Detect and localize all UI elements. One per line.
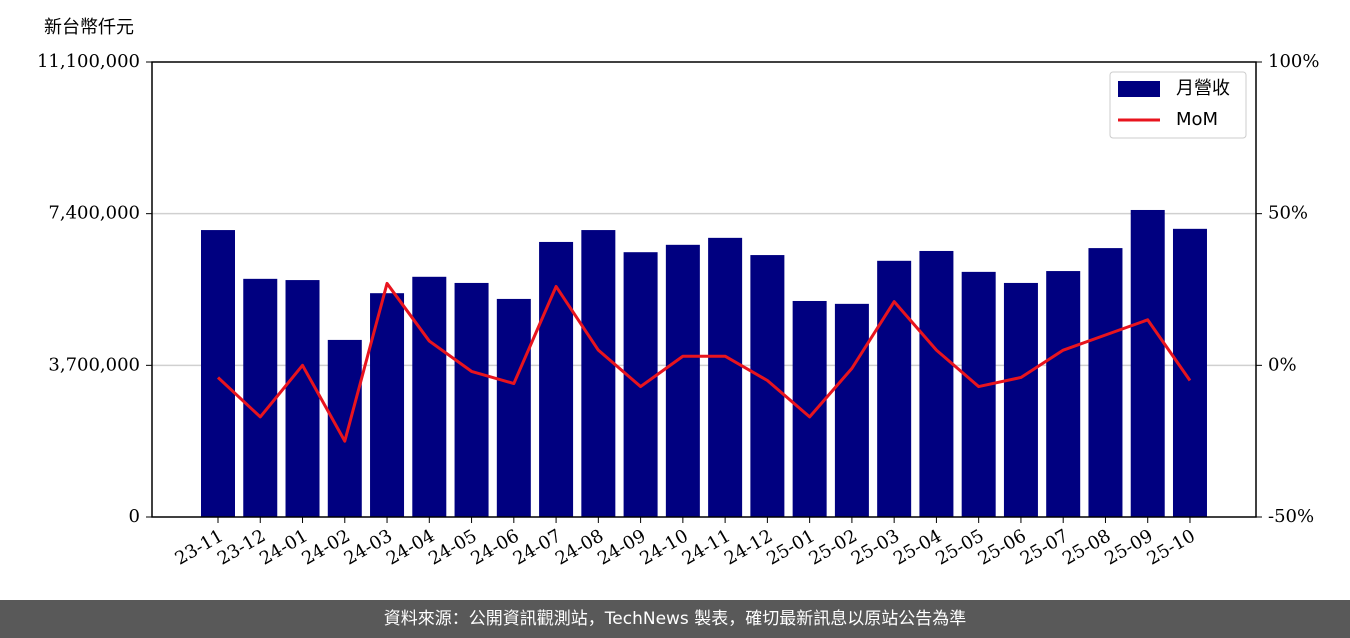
bar: [201, 230, 235, 518]
chart: 新台幣仟元 0 3,700,000 7,400,000 11,100,000 -50% 0…: [37, 17, 1320, 570]
bar: [1088, 248, 1123, 517]
plot-frame: [151, 61, 1257, 518]
x-tick-label: 25-10: [1144, 525, 1199, 569]
bar: [708, 237, 743, 517]
bar: [454, 282, 489, 517]
bar: [792, 300, 827, 517]
bar: [327, 339, 362, 517]
bar: [285, 280, 320, 517]
y-axis-label: 新台幣仟元: [44, 17, 134, 38]
legend-label: MoM: [1176, 109, 1218, 130]
y2-tick-label: 0%: [1268, 354, 1297, 375]
y-tick-label: 0: [129, 506, 140, 527]
mom-line: [216, 281, 1192, 443]
bar: [412, 276, 447, 517]
bar: [1046, 271, 1081, 517]
bar: [834, 303, 869, 517]
legend-label: 月營收: [1176, 78, 1230, 99]
bar: [243, 278, 278, 517]
y-tick-label: 7,400,000: [48, 203, 140, 224]
y2-tick-label: 100%: [1268, 51, 1319, 72]
bar: [539, 241, 574, 518]
bar: [665, 244, 700, 517]
y2-tick-label: 50%: [1268, 203, 1308, 224]
bar: [919, 250, 954, 517]
y2-tick-label: -50%: [1268, 506, 1314, 527]
bar: [1003, 282, 1038, 517]
bar: [961, 271, 996, 517]
bar: [750, 255, 785, 517]
y-tick-label: 3,700,000: [48, 354, 140, 375]
legend: 月營收 MoM: [1109, 71, 1247, 139]
bar: [496, 298, 531, 517]
bar: [1172, 228, 1207, 518]
legend-swatch: [1118, 81, 1160, 97]
y-tick-label: 11,100,000: [37, 51, 140, 72]
bar: [1130, 209, 1165, 517]
footer: 資料來源：公開資訊觀測站，TechNews 製表，確切最新訊息以原站公告為準: [0, 600, 1350, 638]
bar: [581, 230, 616, 518]
bar: [877, 260, 912, 517]
